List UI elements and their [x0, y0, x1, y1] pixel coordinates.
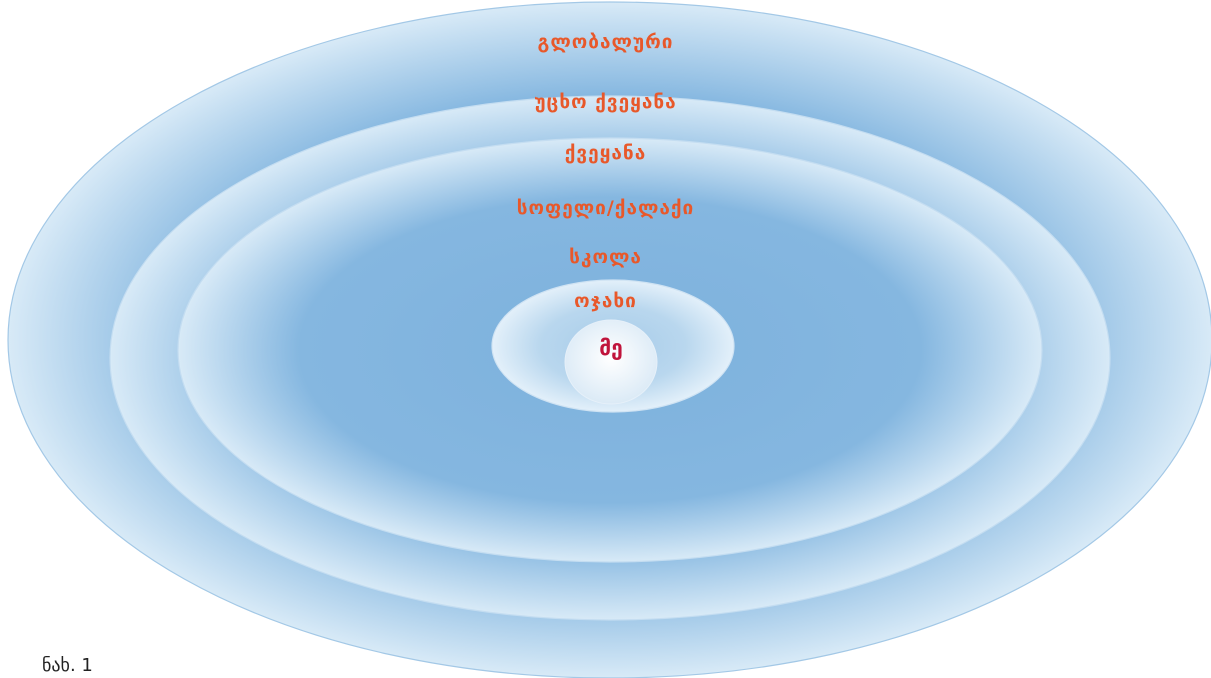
label-global: გლობალური	[537, 31, 674, 53]
label-school: სკოლა	[569, 246, 642, 268]
figure-caption: ნახ. 1	[42, 655, 93, 676]
label-country: ქვეყანა	[564, 142, 647, 164]
label-family: ოჯახი	[574, 290, 637, 312]
label-foreign-country: უცხო ქვეყანა	[534, 91, 677, 113]
label-village-city: სოფელი/ქალაქი	[516, 197, 695, 219]
circle-me	[564, 319, 658, 405]
label-me: მე	[599, 336, 623, 360]
